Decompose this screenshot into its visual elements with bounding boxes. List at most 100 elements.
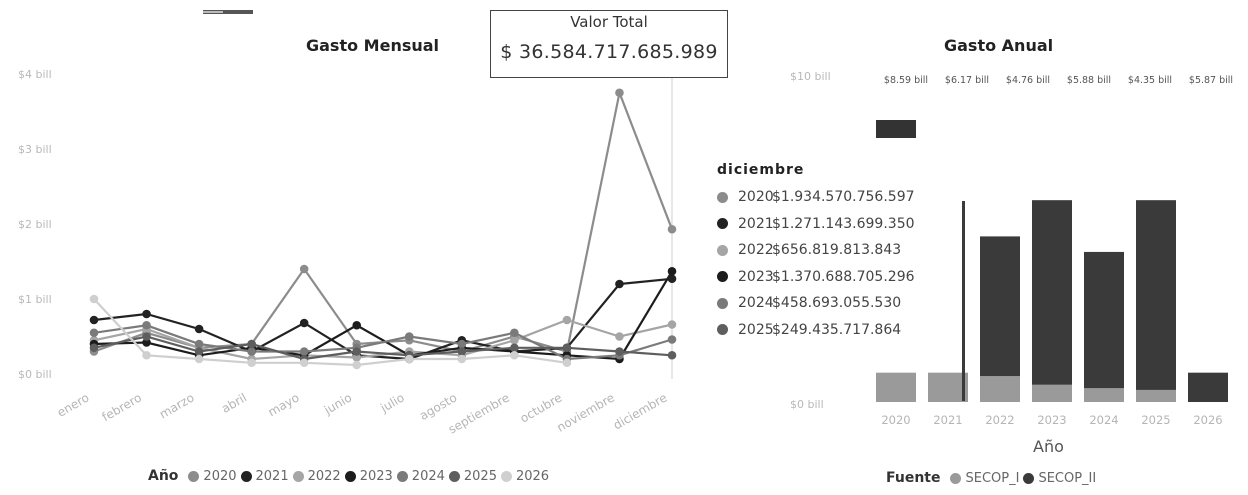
series-line-2020 [93, 88, 674, 353]
bar-SECOP_II-2026[interactable] [1188, 372, 1228, 402]
data-point-2023[interactable] [667, 266, 677, 276]
data-point-2024[interactable] [247, 347, 256, 356]
data-point-2026[interactable] [142, 350, 151, 360]
data-point-2026[interactable] [404, 354, 414, 364]
tooltip-value: $1.370.688.705.296 [772, 268, 915, 285]
monthly-y-tick: $0 bill [18, 368, 52, 381]
tooltip-value: $656.819.813.843 [772, 242, 902, 259]
tooltip-year: 2021 [738, 215, 774, 232]
data-point-2026[interactable] [562, 358, 572, 368]
annual-chart-title: Gasto Anual [944, 36, 1054, 55]
legend-item-2024[interactable]: 2024 [396, 469, 445, 484]
data-point-2025[interactable] [510, 343, 519, 353]
bar-SECOP_I-2022[interactable] [980, 376, 1020, 402]
bar-SECOP_II-2022[interactable] [980, 236, 1020, 377]
tooltip-dot-icon [717, 191, 728, 203]
data-point-2022[interactable] [562, 315, 572, 325]
legend-item-2022[interactable]: 2022 [292, 468, 341, 484]
legend-item-2026[interactable]: 2026 [500, 469, 549, 484]
data-point-2022[interactable] [510, 335, 519, 345]
legend-dot-icon [292, 470, 304, 482]
tooltip-dot-icon [717, 271, 728, 283]
annual-total-label: $5.87 bill [1189, 75, 1233, 86]
data-point-2024[interactable] [667, 335, 677, 344]
data-point-2026[interactable] [352, 360, 362, 370]
data-point-2022[interactable] [615, 332, 624, 341]
data-point-2026[interactable] [247, 358, 256, 368]
data-point-2024[interactable] [89, 328, 99, 338]
annual-total-label: $5.88 bill [1067, 75, 1111, 86]
data-point-2024[interactable] [457, 339, 467, 349]
data-point-2021[interactable] [299, 318, 309, 328]
data-point-2021[interactable] [615, 279, 624, 289]
total-value-amount: $ 36.584.717.685.989 [500, 41, 718, 63]
data-point-2026[interactable] [457, 354, 467, 364]
legend-label: 2021 [255, 468, 289, 484]
bar-SECOP_II-2024[interactable] [1084, 251, 1124, 389]
bar-SECOP_I-2020[interactable] [876, 372, 916, 402]
data-point-2024[interactable] [299, 347, 309, 356]
legend-label: 2025 [463, 468, 497, 484]
monthly-legend-title: Año [148, 468, 179, 484]
data-point-2022[interactable] [352, 353, 362, 362]
data-point-2025[interactable] [615, 347, 624, 356]
tooltip-value: $249.435.717.864 [772, 321, 902, 338]
bar-SECOP_I-2023[interactable] [1032, 384, 1072, 402]
data-point-2024[interactable] [194, 339, 204, 349]
bar-SECOP_I-2021[interactable] [928, 372, 968, 402]
data-point-2021[interactable] [667, 274, 677, 284]
data-point-2026[interactable] [299, 358, 309, 368]
monthly-x-tick: marzo [157, 390, 197, 421]
legend-dot-icon [188, 470, 200, 482]
legend-item-2025[interactable]: 2025 [448, 468, 497, 484]
series-line-2025 [93, 335, 673, 361]
annual-y-tick: $10 bill [790, 70, 831, 83]
legend-item-SECOP_I[interactable]: SECOP_I [950, 471, 1019, 486]
legend-item-2020[interactable]: 2020 [188, 468, 237, 484]
data-point-2024[interactable] [510, 328, 519, 338]
monthly-chart: $0 bill $1 bill $2 bill $3 bill $4 bill ener… [18, 54, 677, 437]
legend-item-2021[interactable]: 2021 [240, 468, 289, 484]
data-point-2024[interactable] [404, 332, 414, 341]
monthly-y-tick: $1 bill [18, 293, 52, 306]
data-point-2020[interactable] [299, 264, 309, 274]
legend-item-2023[interactable]: 2023 [344, 469, 393, 484]
data-point-2021[interactable] [142, 309, 151, 319]
data-point-2024[interactable] [142, 320, 151, 330]
legend-label: 2020 [203, 468, 237, 484]
annual-y-tick: $0 bill [790, 398, 824, 411]
tooltip-year: 2024 [738, 295, 774, 312]
data-point-2025[interactable] [667, 350, 677, 360]
data-point-2025[interactable] [142, 332, 151, 341]
data-point-2022[interactable] [667, 320, 677, 329]
data-point-2026[interactable] [89, 294, 99, 304]
data-point-2025[interactable] [562, 343, 572, 353]
data-point-2025[interactable] [457, 347, 467, 356]
bar-SECOP_I-2024[interactable] [1084, 388, 1124, 402]
data-point-2021[interactable] [194, 324, 204, 334]
legend-item-SECOP_II[interactable]: SECOP_II [1023, 471, 1096, 486]
monthly-x-tick: agosto [417, 390, 459, 422]
data-point-2021[interactable] [89, 315, 99, 325]
tooltip-value: $458.693.055.530 [772, 295, 902, 312]
data-point-2020[interactable] [667, 224, 677, 234]
data-point-2025[interactable] [352, 347, 362, 356]
monthly-x-tick: febrero [100, 390, 144, 424]
data-point-2023[interactable] [142, 338, 151, 347]
bar-SECOP_II-2025[interactable] [1136, 200, 1176, 390]
bar-sliver-2021 [962, 201, 965, 401]
data-point-2026[interactable] [510, 350, 519, 360]
data-point-2025[interactable] [194, 347, 204, 356]
data-point-2020[interactable] [615, 88, 624, 98]
data-point-2026[interactable] [194, 354, 204, 364]
bar-SECOP_II-2023[interactable] [1032, 200, 1072, 385]
annual-legend-title: Fuente [886, 470, 941, 486]
data-point-2025[interactable] [89, 343, 99, 353]
legend-label: 2022 [307, 468, 341, 484]
annual-selection-swatch [876, 120, 916, 138]
data-point-2025[interactable] [247, 339, 256, 349]
tooltip-year: 2025 [738, 321, 774, 338]
data-point-2023[interactable] [352, 320, 362, 330]
monthly-x-tick: enero [55, 390, 92, 419]
bar-SECOP_I-2025[interactable] [1136, 389, 1176, 402]
